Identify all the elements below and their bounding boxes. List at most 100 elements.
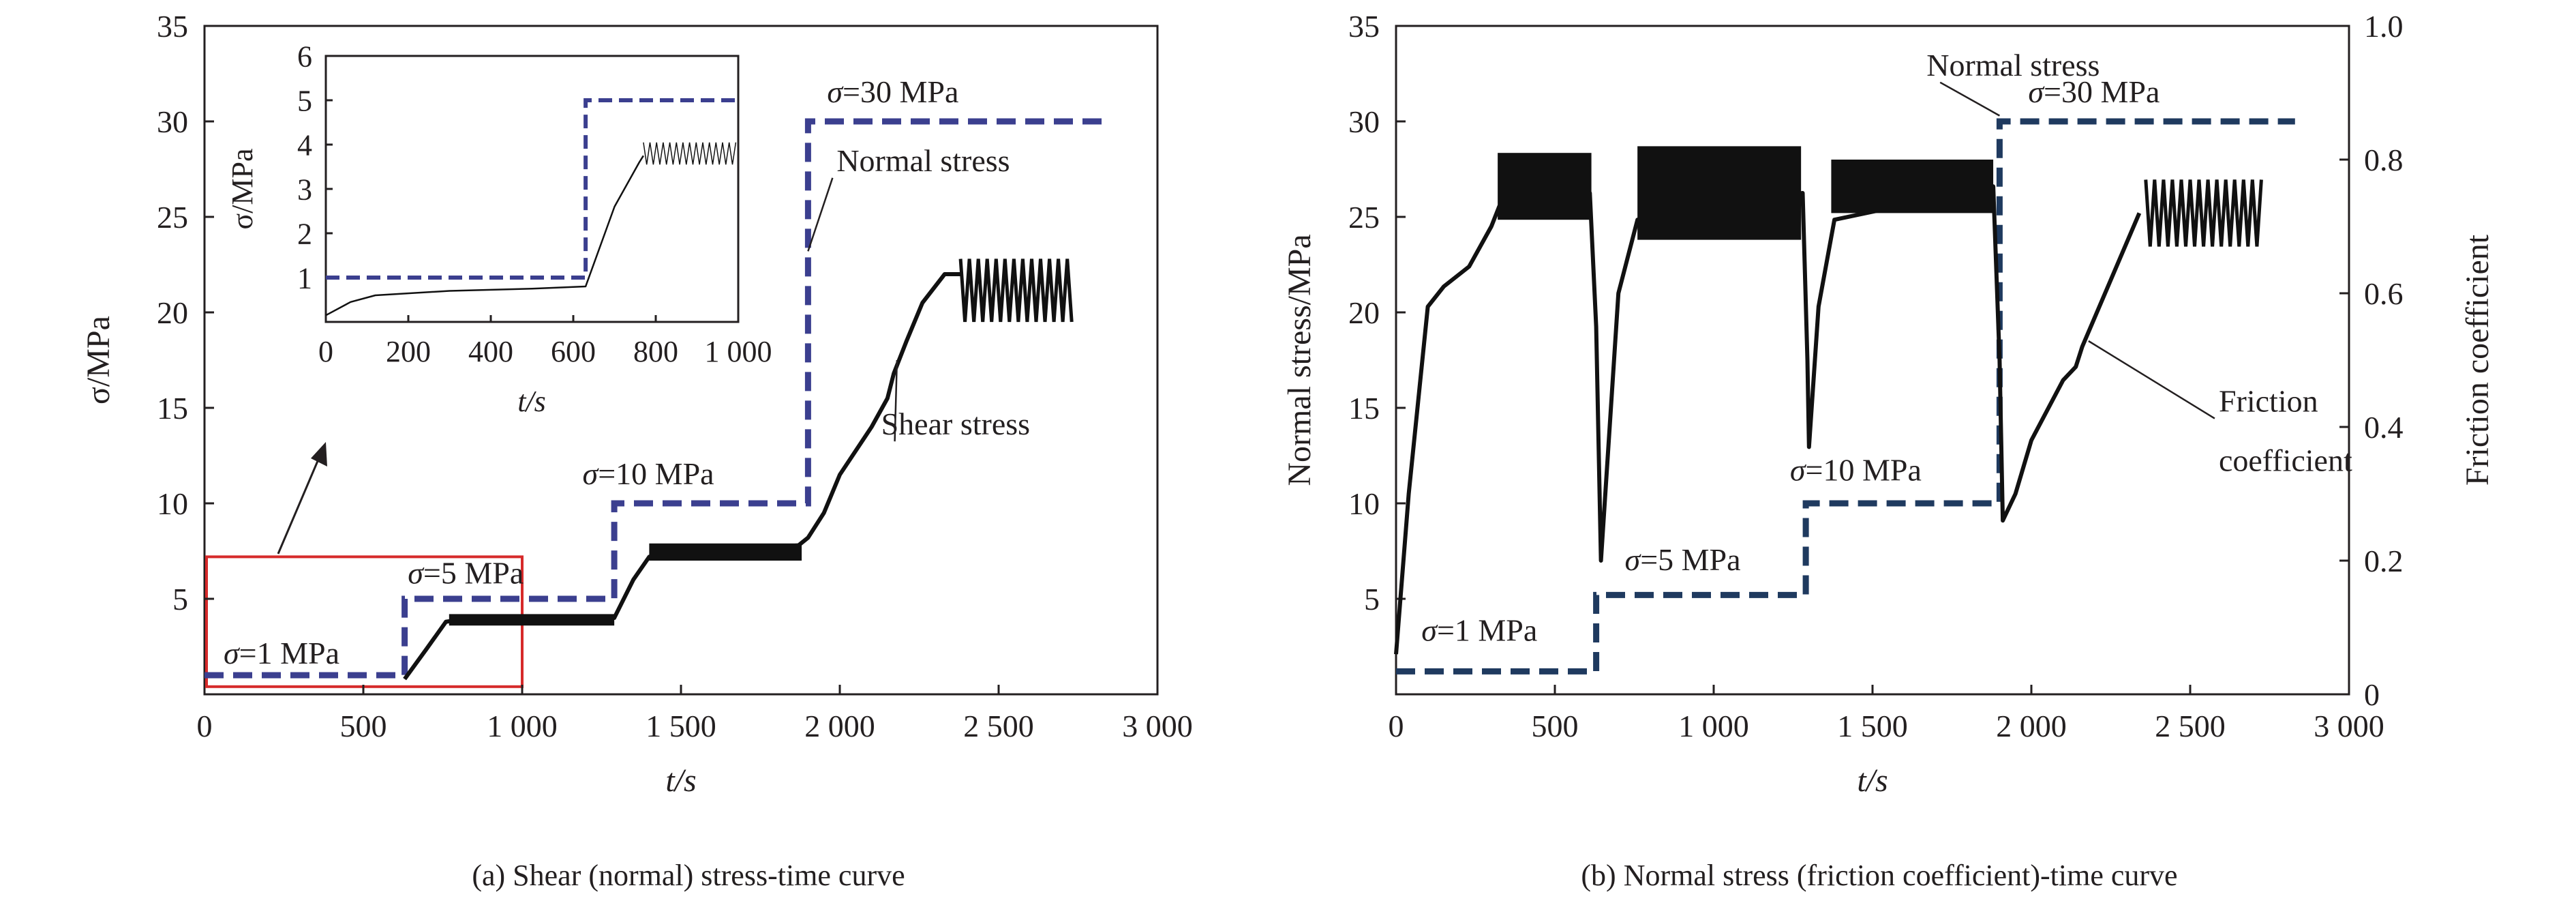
annotation-label: σ=10 MPa: [583, 456, 714, 491]
panel-a-ylabel: σ/MPa: [80, 316, 117, 404]
y-tick-label: 5: [1364, 582, 1380, 617]
panel-a-annotations: σ=1 MPa σ=5 MPa σ=10 MPa σ=30 MPa Normal str…: [224, 74, 1030, 670]
series-shear-stress-oscillation: [643, 142, 737, 165]
panel-b-ticks: 0 500 1 000 1 500 2 000 2 500 3 000 5 10 15 20 25 30…: [1348, 9, 2404, 743]
panel-a-xlabel: t/s: [665, 763, 696, 799]
panel-a-inset-arrowhead: [311, 442, 327, 467]
panel-b-y2label: Friction coefficient: [2459, 234, 2496, 486]
x-tick-label: 0: [318, 335, 333, 368]
panel-a-ticks: 0 500 1 000 1 500 2 000 2 500 3 00051015202530…: [157, 9, 1193, 743]
x-tick-label: 1 500: [646, 709, 716, 743]
panel-b-xlabel: t/s: [1857, 763, 1888, 799]
x-tick-label: 1 000: [705, 335, 772, 368]
annotation-pointer: [807, 177, 834, 252]
annotation-label: Normal stress: [1926, 48, 2100, 83]
panel-b-series: [1394, 118, 2295, 675]
annotation-pointer: [2088, 340, 2215, 419]
x-tick-label: 2 500: [963, 709, 1034, 743]
x-tick-label: 1 000: [487, 709, 558, 743]
x-tick-label: 2 000: [804, 709, 875, 743]
series-shear-stress-band: [649, 543, 802, 561]
annotation-pointer: [894, 359, 898, 442]
x-tick-label: 1 000: [1678, 709, 1749, 743]
series-shear-stress-line: [325, 155, 644, 316]
y-tick-label: 35: [1348, 9, 1380, 44]
y-tick-label: 25: [1348, 200, 1380, 235]
y-tick-label: 30: [1348, 104, 1380, 139]
series-friction-coefficient-oscillation: [2144, 179, 2263, 247]
x-tick-label: 2 500: [2155, 709, 2226, 743]
annotation-pointer: [1939, 81, 2001, 117]
annotation-label: Friction: [2219, 384, 2318, 419]
x-tick-label: 800: [633, 335, 678, 368]
panel-a-inset-ylabel: σ/MPa: [226, 148, 259, 229]
annotation-label: σ=30 MPa: [2028, 74, 2160, 109]
series-friction-coefficient-band: [1637, 146, 1802, 240]
x-tick-label: 3 000: [1122, 709, 1193, 743]
panel-a-inset-ticks: 0 200 400 600 800 1 000 1 2 3 4 5 6: [297, 40, 772, 368]
y-tick-label: 4: [297, 128, 312, 162]
x-tick-label: 400: [468, 335, 513, 368]
panel-a-series: [204, 118, 1104, 681]
x-tick-label: 1 500: [1837, 709, 1908, 743]
y-tick-label: 6: [297, 40, 312, 73]
x-tick-label: 500: [340, 709, 387, 743]
y-tick-label: 20: [1348, 295, 1380, 330]
y-tick-label: 10: [1348, 486, 1380, 521]
series-normal-stress-line: [1396, 118, 2295, 675]
panel-a-inset-series: [325, 98, 738, 316]
annotation-label: Normal stress: [836, 143, 1010, 178]
series-normal-stress-line: [204, 118, 1104, 679]
panel-a-inset: 0 200 400 600 800 1 000 1 2 3 4 5 6 t/s σ/MPa: [226, 40, 772, 418]
panel-b: 0 500 1 000 1 500 2 000 2 500 3 000 5 10 15 20 25 30…: [1282, 9, 2496, 799]
x-tick-label: 0: [1389, 709, 1404, 743]
series-friction-coefficient-band: [1831, 160, 1994, 213]
series-normal-stress-line: [326, 98, 738, 280]
panel-a-inset-arrow: [277, 451, 323, 554]
panel-b-caption: (b) Normal stress (friction coefficient)…: [1581, 859, 2177, 892]
x-tick-label: 200: [386, 335, 431, 368]
annotation-label: σ=10 MPa: [1790, 452, 1922, 487]
annotation-label: σ=5 MPa: [408, 556, 524, 591]
y-tick-label: 25: [157, 200, 188, 235]
y-tick-label: 2: [297, 217, 312, 250]
y-tick-label: 35: [157, 9, 188, 44]
x-tick-label: 3 000: [2314, 709, 2384, 743]
annotation-label: coefficient: [2219, 443, 2352, 477]
series-shear-stress-oscillation: [958, 258, 1074, 323]
y-tick-label: 1: [297, 261, 312, 295]
panel-a-caption: (a) Shear (normal) stress-time curve: [472, 859, 905, 892]
y-tick-label: 15: [1348, 391, 1380, 426]
x-tick-label: 500: [1532, 709, 1579, 743]
y2-tick-label: 0.6: [2364, 276, 2404, 311]
panel-a-inset-frame: [324, 55, 740, 323]
annotation-label: σ=30 MPa: [827, 74, 958, 109]
panel-b-ylabel: Normal stress/MPa: [1282, 234, 1318, 486]
panel-b-plot-frame: [1395, 25, 2350, 696]
annotation-label: σ=1 MPa: [224, 636, 339, 670]
y-tick-label: 20: [157, 295, 188, 330]
x-tick-label: 2 000: [1996, 709, 2067, 743]
y-tick-label: 15: [157, 391, 188, 426]
y-tick-label: 30: [157, 104, 188, 139]
series-shear-stress-band: [449, 614, 615, 626]
y2-tick-label: 0.2: [2364, 544, 2404, 578]
series-friction-coefficient-line: [1394, 184, 2142, 655]
y-tick-label: 10: [157, 486, 188, 521]
y-tick-label: 3: [297, 173, 312, 206]
x-tick-label: 0: [197, 709, 213, 743]
y-tick-label: 5: [297, 84, 312, 117]
y2-tick-label: 0.4: [2364, 410, 2404, 445]
series-friction-coefficient-band: [1498, 153, 1592, 220]
x-tick-label: 600: [551, 335, 596, 368]
panel-a: 0 500 1 000 1 500 2 000 2 500 3 00051015202530…: [80, 9, 1193, 799]
y-tick-label: 5: [172, 582, 188, 617]
annotation-label: Shear stress: [881, 406, 1030, 441]
y2-tick-label: 0: [2364, 677, 2380, 712]
y2-tick-label: 0.8: [2364, 143, 2404, 177]
annotation-label: σ=5 MPa: [1625, 542, 1741, 577]
annotation-label: σ=1 MPa: [1421, 613, 1537, 648]
panel-a-inset-xlabel: t/s: [517, 385, 546, 418]
